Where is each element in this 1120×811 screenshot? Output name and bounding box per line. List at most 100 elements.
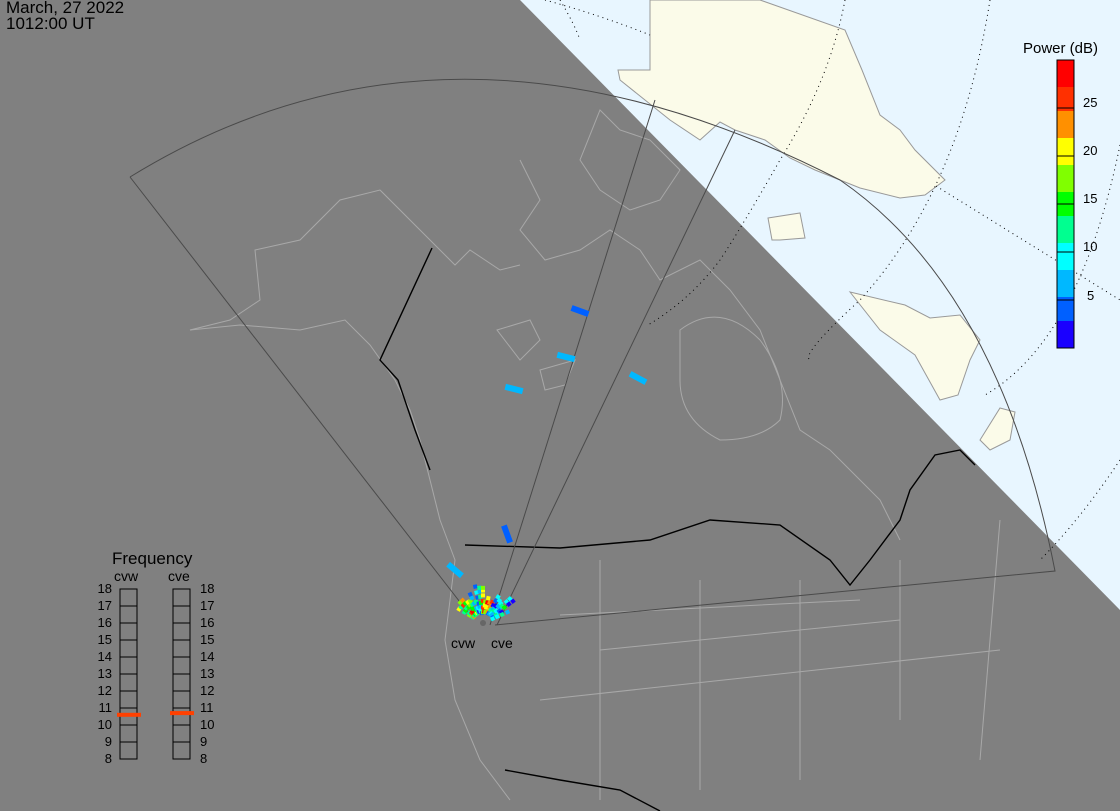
radar-field-of-view (129, 78, 1056, 626)
colorbar-segment (1057, 315, 1074, 319)
echo-cell (499, 611, 505, 618)
colorbar-segment (1057, 219, 1074, 223)
coastlines (189, 109, 1001, 801)
echo-cell (506, 601, 512, 607)
frequency-box (172, 622, 191, 641)
echo-cell (556, 351, 576, 363)
colorbar-segment (1057, 93, 1074, 97)
colorbar-segment (1057, 255, 1074, 259)
colorbar-segment (1057, 63, 1074, 67)
frequency-scale-label: 11 (98, 700, 113, 715)
colorbar-segment (1057, 141, 1074, 145)
time-label: 1012:00 UT (6, 14, 95, 33)
colorbar-segment (1057, 264, 1074, 268)
colorbar-segment (1057, 189, 1074, 193)
frequency-box (119, 639, 138, 658)
colorbar-segment (1057, 291, 1074, 295)
colorbar-segment (1057, 168, 1074, 172)
colorbar-segment (1057, 249, 1074, 253)
frequency-scale-label: 13 (97, 666, 112, 681)
frequency-box (119, 622, 138, 641)
colorbar-segment (1057, 306, 1074, 310)
date-label: March, 27 2022 (6, 0, 125, 17)
echo-cell (510, 598, 516, 605)
colorbar-segment (1057, 240, 1074, 244)
frequency-box (172, 656, 191, 675)
frequency-box (119, 588, 138, 607)
map-date-time: March, 27 2022 1012:00 UT (6, 0, 124, 32)
colorbar-segment (1057, 111, 1074, 115)
colorbar-segment (1057, 198, 1074, 202)
greenland-land (617, 0, 1016, 451)
colorbar-segment (1057, 150, 1074, 154)
colorbar-segment (1057, 318, 1074, 322)
colorbar-title: Power (dB) (1023, 40, 1099, 57)
colorbar-segment (1057, 321, 1074, 325)
colorbar-segment (1057, 258, 1074, 262)
frequency-box (119, 673, 138, 692)
frequency-box (119, 724, 138, 743)
frequency-box (119, 690, 138, 709)
colorbar-segment (1057, 297, 1074, 301)
colorbar-segment (1057, 300, 1074, 304)
frequency-scale-label: 9 (104, 734, 112, 749)
frequency-scale-label: 14 (200, 649, 215, 664)
colorbar-segment (1057, 246, 1074, 250)
colorbar-segment (1057, 69, 1074, 73)
echo-cell (494, 613, 500, 620)
echo-cell (446, 561, 464, 579)
colorbar-segment (1057, 243, 1074, 247)
frequency-box (119, 605, 138, 624)
colorbar-segment (1057, 177, 1074, 181)
frequency-box (172, 588, 191, 607)
echo-cell (477, 589, 482, 594)
frequency-scale-label: 18 (200, 581, 215, 596)
colorbar-tick: 25 (1083, 95, 1098, 110)
frequency-indicator (117, 588, 194, 760)
daylight-ocean (520, 0, 1120, 610)
colorbar-segment (1057, 285, 1074, 289)
colorbar-segment (1057, 333, 1074, 337)
power-colorbar (1056, 59, 1075, 349)
cve-freq-label: cve (168, 568, 190, 584)
colorbar-segment (1057, 108, 1074, 112)
frequency-scale-label: 15 (200, 632, 215, 647)
echo-cell (467, 591, 473, 598)
colorbar-segment (1057, 120, 1074, 124)
colorbar-segment (1057, 228, 1074, 232)
colorbar-segment (1057, 99, 1074, 103)
echo-cell (481, 593, 485, 598)
echo-cell (485, 595, 491, 601)
colorbar-segment (1057, 282, 1074, 286)
radar-label-cve: cve (491, 635, 513, 651)
frequency-title: Frequency (112, 549, 193, 568)
frequency-scale-label: 15 (97, 632, 112, 647)
colorbar-segment (1057, 81, 1074, 85)
colorbar-tick: 10 (1083, 239, 1098, 254)
colorbar-segment (1057, 147, 1074, 151)
colorbar-segment (1057, 288, 1074, 292)
colorbar-segment (1057, 342, 1074, 346)
colorbar-segment (1057, 123, 1074, 127)
colorbar-segment (1057, 129, 1074, 133)
echo-cell (489, 616, 496, 622)
echo-cell (459, 597, 466, 604)
frequency-box (172, 724, 191, 743)
colorbar-segment (1057, 339, 1074, 343)
echo-cells (446, 305, 648, 622)
frequency-scale-label: 10 (200, 717, 215, 732)
colorbar-segment (1057, 345, 1074, 349)
frequency-scale-label: 11 (200, 700, 214, 715)
colorbar-segment (1057, 231, 1074, 235)
colorbar-segment (1057, 171, 1074, 175)
cve-frequency-marker (170, 711, 194, 716)
colorbar-segment (1057, 327, 1074, 331)
radar-label-cvw: cvw (451, 635, 476, 651)
colorbar-segment (1057, 78, 1074, 82)
colorbar-segment (1057, 117, 1074, 121)
colorbar-segment (1057, 204, 1074, 208)
colorbar-segment (1057, 312, 1074, 316)
colorbar-tick: 5 (1087, 288, 1095, 303)
colorbar-segment (1057, 234, 1074, 238)
colorbar-segment (1057, 186, 1074, 190)
